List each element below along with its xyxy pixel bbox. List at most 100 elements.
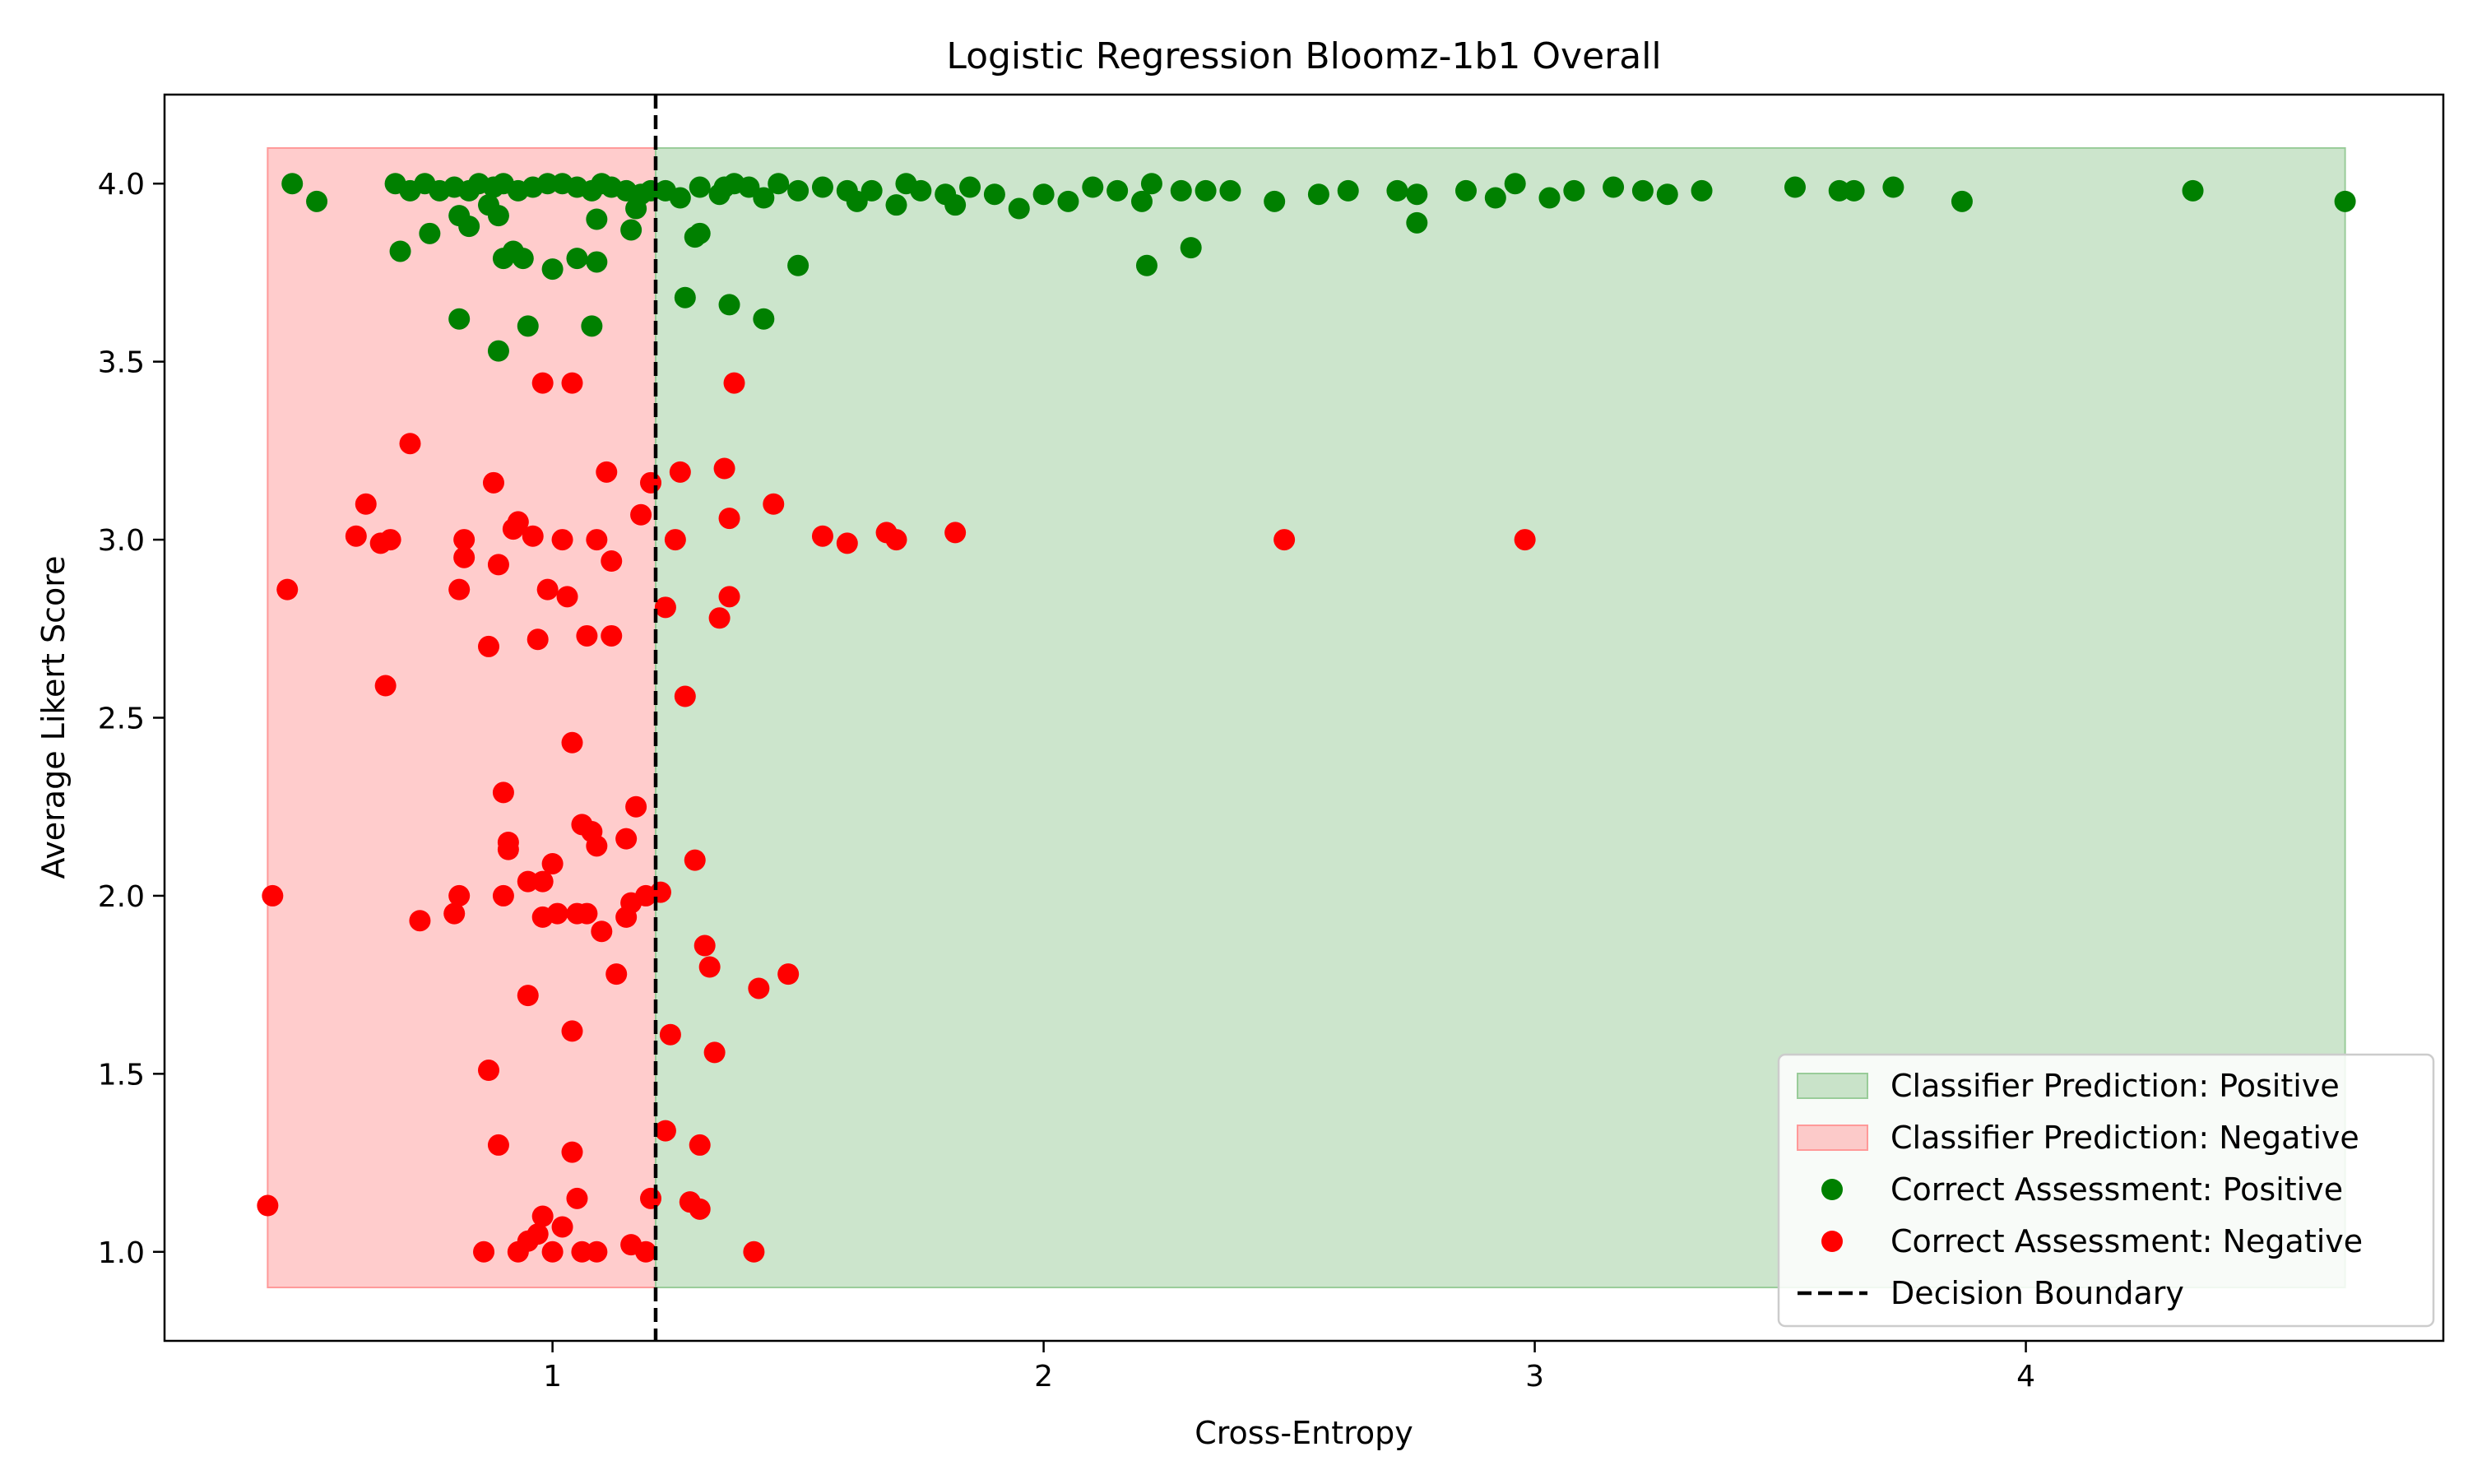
x-tick-label: 2 <box>1034 1360 1053 1394</box>
legend: Classifier Prediction: Positive Classifie… <box>1777 1053 2435 1328</box>
negative-point <box>718 508 740 530</box>
positive-point <box>1307 183 1329 206</box>
positive-point <box>910 179 932 202</box>
positive-point <box>1057 190 1079 212</box>
positive-point <box>944 194 967 216</box>
negative-point <box>355 493 377 515</box>
negative-point <box>723 372 745 394</box>
positive-point <box>541 258 564 281</box>
positive-point <box>1140 173 1162 195</box>
positive-point <box>1170 179 1192 202</box>
positive-point <box>586 208 608 230</box>
negative-point <box>640 1187 662 1209</box>
negative-point <box>541 852 564 874</box>
positive-point <box>1784 176 1806 198</box>
positive-point <box>1691 179 1713 202</box>
negative-point <box>448 884 471 907</box>
negative-point <box>257 1194 279 1217</box>
negative-point <box>551 529 573 551</box>
negative-point <box>605 963 628 985</box>
negative-point <box>811 525 833 547</box>
x-axis-ticks: 1 2 3 4 <box>543 1341 2035 1394</box>
positive-point <box>1106 179 1129 202</box>
negative-point <box>487 1134 509 1156</box>
legend-box <box>1777 1053 2435 1328</box>
positive-point <box>458 216 480 238</box>
negative-point <box>615 828 638 850</box>
positive-point <box>1195 179 1217 202</box>
negative-point <box>561 1141 583 1163</box>
negative-point <box>576 624 598 647</box>
negative-point <box>669 461 691 483</box>
positive-point <box>959 176 981 198</box>
y-tick-label: 2.5 <box>98 703 145 736</box>
positive-point <box>1337 179 1359 202</box>
negative-point <box>654 1120 676 1142</box>
negative-point <box>640 471 662 494</box>
positive-point <box>1843 179 1865 202</box>
positive-point <box>718 294 740 316</box>
negative-point <box>566 1187 588 1209</box>
positive-point <box>753 308 775 330</box>
negative-point <box>703 1041 726 1064</box>
negative-point <box>763 493 785 515</box>
positive-point <box>768 173 790 195</box>
positive-point <box>1219 179 1241 202</box>
positive-point <box>306 190 328 212</box>
positive-point <box>1484 187 1506 209</box>
negative-point <box>684 849 706 871</box>
x-tick-label: 1 <box>543 1360 562 1394</box>
negative-point <box>531 1205 554 1227</box>
negative-point <box>531 870 554 893</box>
y-tick-label: 4.0 <box>98 168 145 202</box>
negative-point <box>601 624 623 647</box>
negative-point <box>517 870 539 893</box>
positive-point <box>1828 179 1850 202</box>
positive-point <box>674 286 696 308</box>
negative-points <box>257 372 1536 1263</box>
x-axis-label: Cross-Entropy <box>1195 1415 1413 1451</box>
negative-point <box>507 511 529 533</box>
y-tick-label: 1.5 <box>98 1058 145 1092</box>
positive-point <box>753 187 775 209</box>
negative-point <box>527 1223 549 1245</box>
negative-point <box>522 525 544 547</box>
negative-point <box>586 529 608 551</box>
negative-point <box>482 471 504 494</box>
negative-point <box>453 546 476 568</box>
negative-point <box>664 529 686 551</box>
legend-label: Classifier Prediction: Positive <box>1890 1068 2340 1104</box>
positive-point <box>689 176 711 198</box>
negative-point <box>713 457 735 480</box>
positive-point <box>1951 190 1973 212</box>
positive-point <box>487 340 509 362</box>
negative-point <box>541 1241 564 1263</box>
positive-point <box>512 248 534 270</box>
positive-point <box>811 176 833 198</box>
positive-point <box>2182 179 2204 202</box>
negative-point <box>689 1134 711 1156</box>
negative-point <box>551 1216 573 1238</box>
x-tick-label: 3 <box>1525 1360 1544 1394</box>
y-tick-label: 2.0 <box>98 880 145 914</box>
negative-point <box>561 1020 583 1042</box>
negative-point <box>571 1241 593 1263</box>
negative-point <box>492 781 514 804</box>
x-tick-label: 4 <box>2016 1360 2035 1394</box>
negative-point <box>517 985 539 1007</box>
positive-point <box>1082 176 1104 198</box>
y-tick-label: 3.0 <box>98 524 145 558</box>
negative-point <box>659 1023 681 1046</box>
positive-point <box>1563 179 1585 202</box>
positive-point <box>419 222 441 244</box>
positive-point <box>448 308 471 330</box>
negative-point <box>399 433 421 455</box>
positive-point <box>620 219 643 241</box>
positive-point <box>1882 176 1904 198</box>
negative-point <box>1273 529 1296 551</box>
negative-point <box>586 835 608 857</box>
positive-point <box>1008 197 1030 220</box>
positive-point <box>1406 183 1428 206</box>
